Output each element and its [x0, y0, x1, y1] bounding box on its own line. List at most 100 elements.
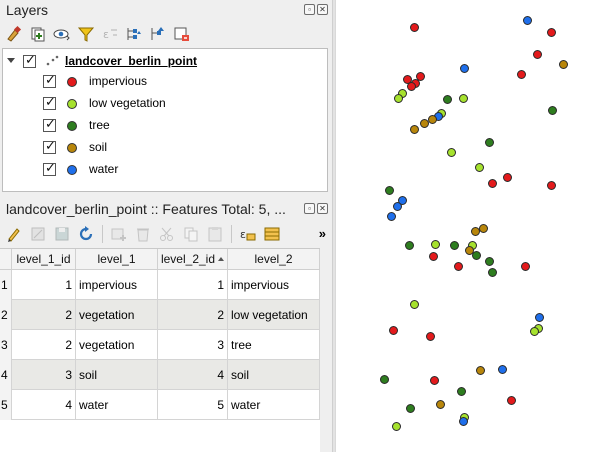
cell-level-2[interactable]: soil — [228, 360, 320, 390]
map-point-soil — [436, 400, 445, 409]
reload-table-icon[interactable] — [76, 224, 96, 244]
svg-text:ε: ε — [103, 28, 109, 41]
table-row[interactable]: 1 1 impervious 1 impervious — [0, 270, 320, 300]
map-point-tree — [548, 106, 557, 115]
expand-all-icon[interactable] — [124, 24, 144, 44]
map-point-low-vegetation — [447, 148, 456, 157]
remove-layer-icon[interactable] — [172, 24, 192, 44]
collapse-all-icon[interactable] — [148, 24, 168, 44]
legend-item-impervious[interactable]: impervious — [3, 71, 327, 93]
column-header-level-2-id[interactable]: level_2_id — [158, 249, 228, 270]
filter-legend-icon[interactable] — [76, 24, 96, 44]
table-row[interactable]: 5 4 water 5 water — [0, 390, 320, 420]
column-header-level-2[interactable]: level_2 — [228, 249, 320, 270]
legend-label: low vegetation — [89, 96, 166, 110]
expand-collapse-arrow-icon[interactable] — [7, 58, 15, 63]
more-tools-button[interactable]: » — [318, 226, 326, 241]
tree-symbol-icon — [67, 121, 77, 131]
column-header-level-1-id[interactable]: level_1_id — [12, 249, 76, 270]
map-point-tree — [485, 138, 494, 147]
cell-level-2-id[interactable]: 4 — [158, 360, 228, 390]
select-by-expression-icon[interactable]: ε — [238, 224, 258, 244]
cell-level-2[interactable]: water — [228, 390, 320, 420]
cell-level-2-id[interactable]: 2 — [158, 300, 228, 330]
close-panel-button[interactable]: ✕ — [317, 4, 328, 15]
class-visibility-checkbox[interactable] — [43, 139, 56, 154]
class-visibility-checkbox[interactable] — [43, 73, 56, 88]
point-layer-icon — [46, 55, 59, 66]
table-scroll-area — [320, 248, 332, 452]
toggle-editing-icon[interactable] — [4, 224, 24, 244]
cell-level-2-id[interactable]: 1 — [158, 270, 228, 300]
select-all-icon[interactable] — [262, 224, 282, 244]
class-visibility-checkbox[interactable] — [43, 95, 56, 110]
attribute-table: level_1_id level_1 level_2_id level_2 1 … — [0, 248, 320, 452]
map-point-soil — [559, 60, 568, 69]
cell-level-1-id[interactable]: 4 — [12, 390, 76, 420]
map-point-impervious — [507, 396, 516, 405]
legend-item-tree[interactable]: tree — [3, 115, 327, 137]
row-header[interactable]: 5 — [0, 390, 12, 420]
class-visibility-checkbox[interactable] — [43, 117, 56, 132]
copy-icon — [181, 224, 201, 244]
map-canvas[interactable] — [336, 0, 594, 452]
layer-visibility-checkbox[interactable] — [23, 53, 36, 68]
paste-icon — [205, 224, 225, 244]
row-header[interactable]: 4 — [0, 360, 12, 390]
corner-header[interactable] — [0, 249, 12, 270]
cell-level-1-id[interactable]: 2 — [12, 330, 76, 360]
cell-level-1[interactable]: water — [76, 390, 158, 420]
layer-row-landcover[interactable]: landcover_berlin_point — [3, 51, 327, 73]
table-row[interactable]: 4 3 soil 4 soil — [0, 360, 320, 390]
cell-level-2[interactable]: low vegetation — [228, 300, 320, 330]
manage-visibility-icon[interactable] — [52, 24, 72, 44]
legend-item-water[interactable]: water — [3, 159, 327, 181]
map-point-tree — [472, 251, 481, 260]
map-point-impervious — [547, 181, 556, 190]
class-visibility-checkbox[interactable] — [43, 161, 56, 176]
cell-level-2-id[interactable]: 5 — [158, 390, 228, 420]
cell-level-1[interactable]: soil — [76, 360, 158, 390]
layer-name-label: landcover_berlin_point — [65, 54, 198, 68]
cell-level-2[interactable]: tree — [228, 330, 320, 360]
layers-panel-title: Layers — [6, 2, 49, 18]
map-point-impervious — [503, 173, 512, 182]
close-panel-button[interactable]: ✕ — [317, 203, 328, 214]
cell-level-2-id[interactable]: 3 — [158, 330, 228, 360]
map-point-impervious — [488, 179, 497, 188]
legend-item-low-vegetation[interactable]: low vegetation — [3, 93, 327, 115]
legend-item-soil[interactable]: soil — [3, 137, 327, 159]
cell-level-1[interactable]: impervious — [76, 270, 158, 300]
map-point-impervious — [429, 252, 438, 261]
cell-level-1[interactable]: vegetation — [76, 300, 158, 330]
row-header[interactable]: 1 — [0, 270, 12, 300]
add-group-icon[interactable] — [28, 24, 48, 44]
open-layer-styling-icon[interactable] — [4, 24, 24, 44]
float-panel-button[interactable]: ▫ — [304, 203, 315, 214]
map-point-soil — [465, 246, 474, 255]
map-point-impervious — [407, 82, 416, 91]
map-point-soil — [479, 224, 488, 233]
row-header[interactable]: 2 — [0, 300, 12, 330]
cell-level-2[interactable]: impervious — [228, 270, 320, 300]
cell-level-1[interactable]: vegetation — [76, 330, 158, 360]
cell-level-1-id[interactable]: 3 — [12, 360, 76, 390]
map-point-soil — [428, 115, 437, 124]
table-row[interactable]: 2 2 vegetation 2 low vegetation — [0, 300, 320, 330]
table-row[interactable]: 3 2 vegetation 3 tree — [0, 330, 320, 360]
legend-label: tree — [89, 118, 110, 132]
row-header[interactable]: 3 — [0, 330, 12, 360]
float-panel-button[interactable]: ▫ — [304, 4, 315, 15]
layers-tree: landcover_berlin_point impervious low ve… — [2, 48, 328, 192]
map-point-low-vegetation — [459, 94, 468, 103]
dock-splitter-handle[interactable] — [332, 0, 336, 452]
column-header-level-1[interactable]: level_1 — [76, 249, 158, 270]
map-point-water — [393, 202, 402, 211]
attribute-table-toolbar: ε » — [0, 222, 332, 246]
cell-level-1-id[interactable]: 2 — [12, 300, 76, 330]
map-point-impervious — [410, 23, 419, 32]
map-point-tree — [485, 257, 494, 266]
map-point-tree — [457, 387, 466, 396]
map-point-water — [398, 196, 407, 205]
cell-level-1-id[interactable]: 1 — [12, 270, 76, 300]
